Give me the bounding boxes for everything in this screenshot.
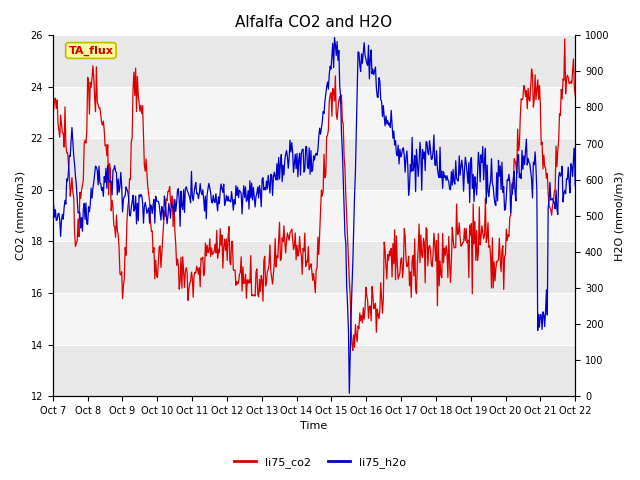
Bar — [52, 241, 575, 293]
Y-axis label: H2O (mmol/m3): H2O (mmol/m3) — [615, 171, 625, 261]
X-axis label: Time: Time — [300, 421, 328, 432]
Bar — [52, 87, 575, 138]
Bar — [52, 345, 575, 396]
Bar — [52, 293, 575, 345]
Text: TA_flux: TA_flux — [68, 46, 113, 56]
Title: Alfalfa CO2 and H2O: Alfalfa CO2 and H2O — [236, 15, 392, 30]
Bar — [52, 190, 575, 241]
Legend: li75_co2, li75_h2o: li75_co2, li75_h2o — [230, 452, 410, 472]
Bar — [52, 138, 575, 190]
Y-axis label: CO2 (mmol/m3): CO2 (mmol/m3) — [15, 171, 25, 260]
Bar — [52, 36, 575, 87]
